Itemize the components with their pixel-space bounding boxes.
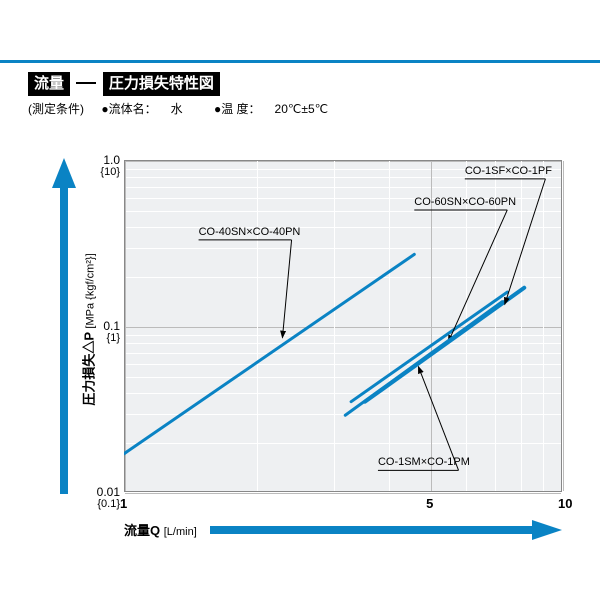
title-right: 圧力損失特性図 (103, 72, 220, 96)
temp: ●温 度：20℃±5℃ (214, 102, 342, 116)
page: 流量 圧力損失特性図 (測定条件) ●流体名：水 ●温 度：20℃±5℃ 圧力損… (0, 0, 600, 600)
x-axis-label: 流量Q [L/min] (124, 520, 197, 539)
top-blue-rule (0, 60, 600, 63)
series-callout: CO-1SF×CO-1PF (465, 165, 552, 177)
title-left: 流量 (28, 72, 70, 96)
conditions-line: (測定条件) ●流体名：水 ●温 度：20℃±5℃ (28, 100, 356, 117)
y-tick: 1.0{10} (86, 154, 120, 178)
x-axis-arrow (210, 520, 562, 540)
y-axis-arrow (52, 158, 76, 494)
y-tick: 0.01{0.1} (86, 486, 120, 510)
fluid: ●流体名：水 (101, 102, 200, 116)
series-callout: CO-60SN×CO-60PN (414, 196, 516, 208)
title-band: 流量 圧力損失特性図 (28, 72, 220, 96)
series-callout: CO-40SN×CO-40PN (199, 226, 301, 238)
y-tick: 0.1{1} (86, 320, 120, 344)
x-tick: 1 (120, 496, 127, 511)
cond-label: (測定条件) (28, 102, 84, 116)
y-axis-label: 圧力損失△P [MPa {kgf/cm²}] (24, 160, 48, 492)
series-callout: CO-1SM×CO-1PM (378, 456, 470, 468)
plot-area (124, 160, 562, 492)
x-tick: 10 (558, 496, 572, 511)
title-dash (76, 82, 96, 84)
x-tick: 5 (426, 496, 433, 511)
